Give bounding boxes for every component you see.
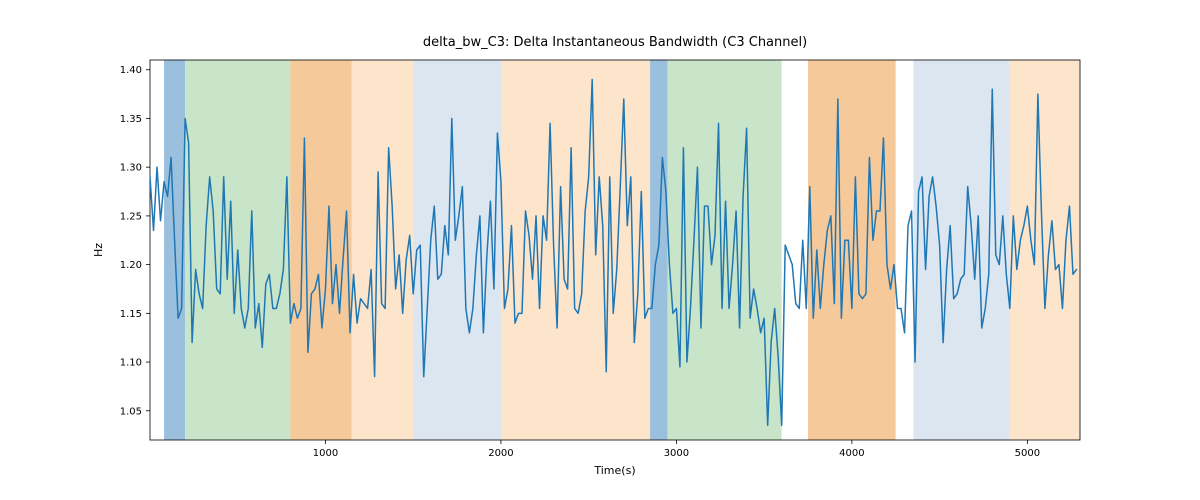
y-tick-label: 1.20: [120, 260, 142, 271]
y-tick-label: 1.25: [120, 211, 142, 222]
region-band: [650, 60, 668, 440]
region-band: [501, 60, 650, 440]
x-tick-label: 1000: [313, 448, 338, 459]
y-axis-label: Hz: [92, 243, 105, 257]
x-axis-label: Time(s): [593, 464, 635, 477]
y-tick-label: 1.30: [120, 163, 142, 174]
x-tick-label: 3000: [664, 448, 689, 459]
region-band: [352, 60, 413, 440]
y-ticks: 1.05 1.10 1.15 1.20 1.25 1.30 1.35 1.40: [120, 65, 150, 417]
chart-title: delta_bw_C3: Delta Instantaneous Bandwid…: [423, 35, 807, 50]
region-band: [808, 60, 896, 440]
region-band: [1010, 60, 1080, 440]
region-band: [896, 60, 914, 440]
y-tick-label: 1.05: [120, 406, 142, 417]
y-tick-label: 1.10: [120, 358, 142, 369]
bandwidth-chart: 1000 2000 3000 4000 5000 1.05 1.10 1.15 1.20 1.25…: [0, 0, 1200, 500]
y-tick-label: 1.15: [120, 309, 142, 320]
chart-container: 1000 2000 3000 4000 5000 1.05 1.10 1.15 1.20 1.25…: [0, 0, 1200, 500]
y-tick-label: 1.35: [120, 114, 142, 125]
region-band: [290, 60, 351, 440]
x-tick-label: 2000: [488, 448, 513, 459]
x-tick-label: 5000: [1015, 448, 1040, 459]
y-tick-label: 1.40: [120, 65, 142, 76]
x-ticks: 1000 2000 3000 4000 5000: [313, 440, 1040, 459]
x-tick-label: 4000: [839, 448, 864, 459]
